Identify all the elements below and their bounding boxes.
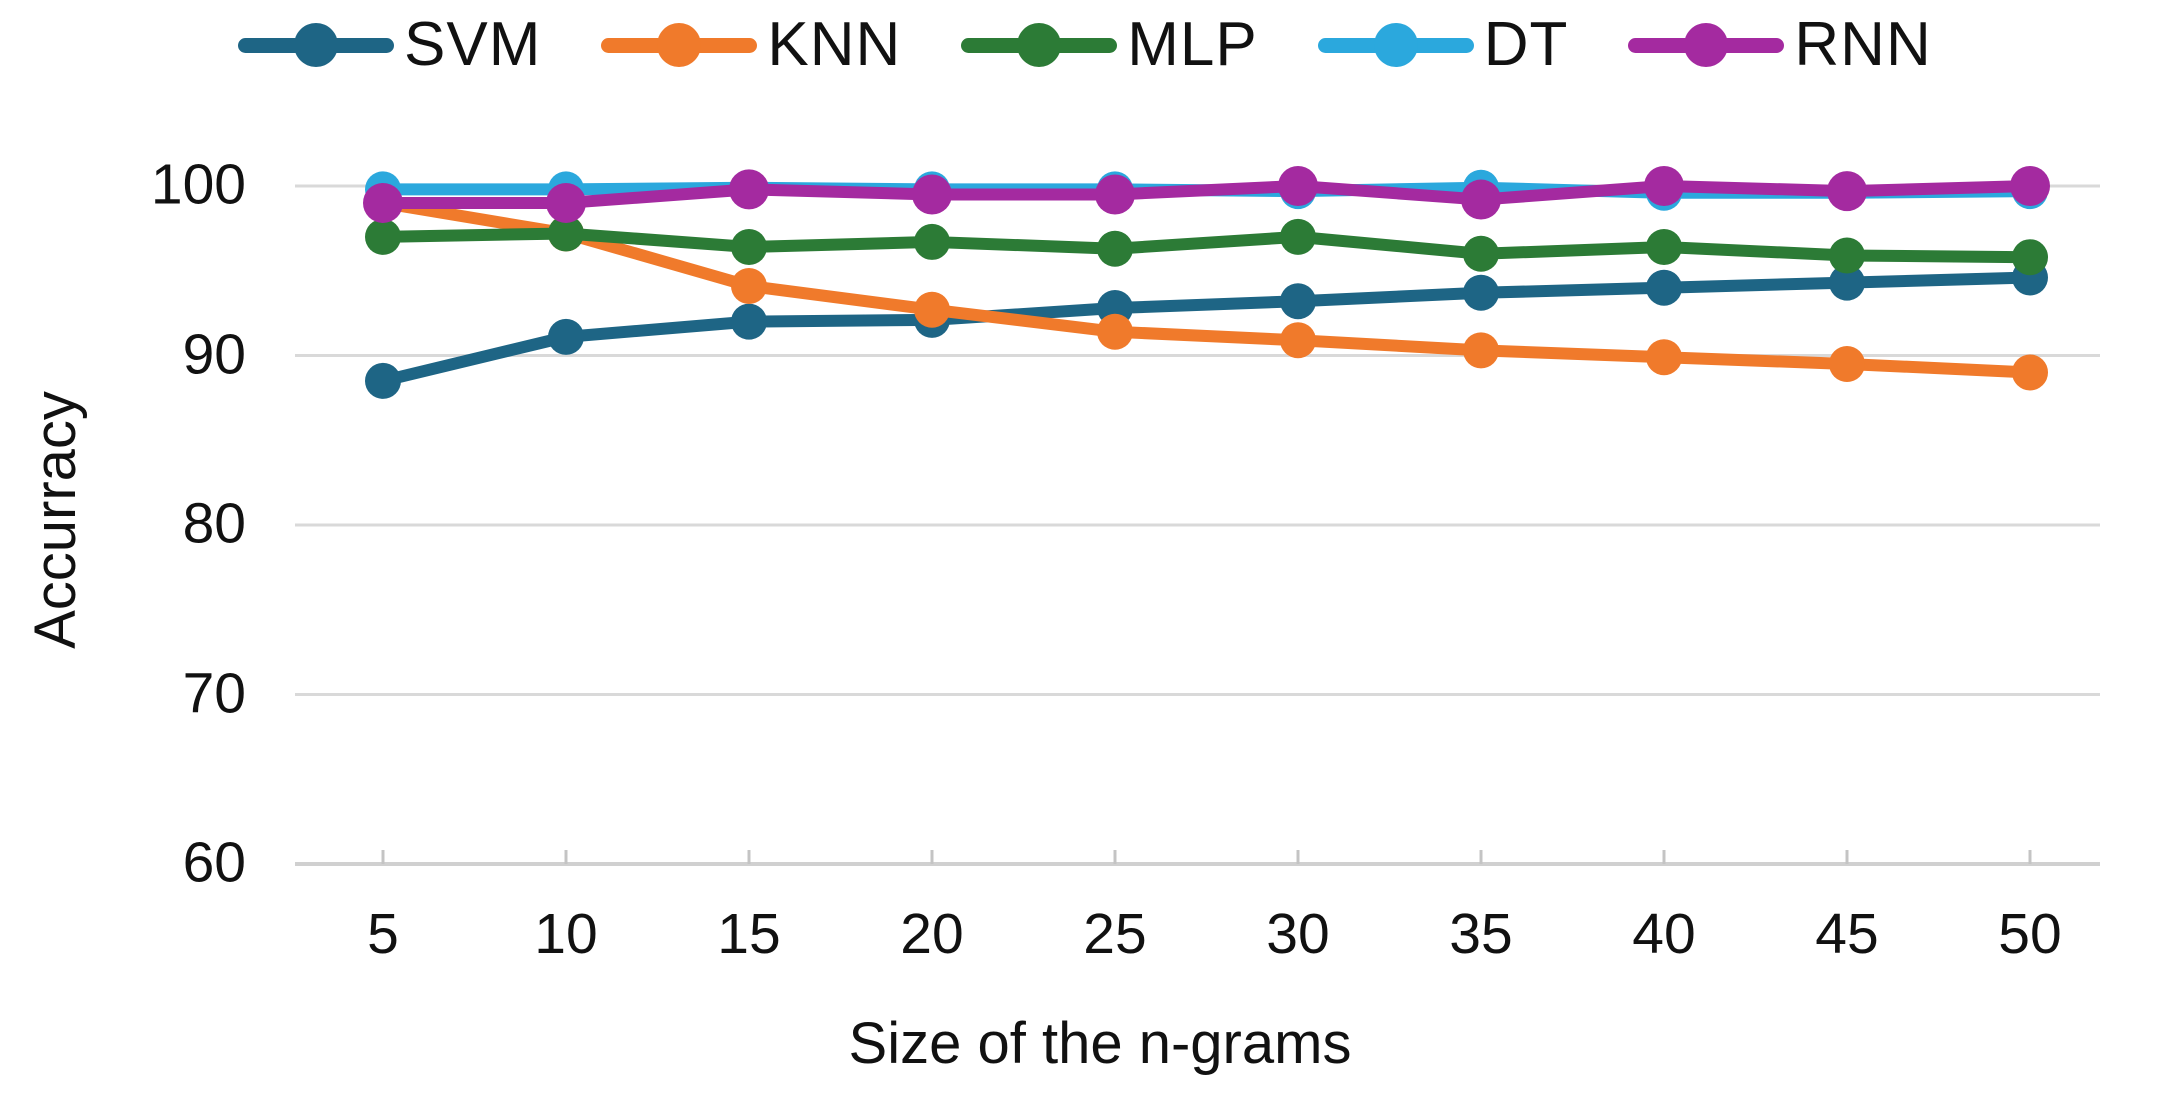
data-point-svm-5 [365,362,401,399]
data-point-mlp-35 [1463,235,1499,272]
y-axis-title: Accurracy [23,391,88,649]
data-point-rnn-35 [1461,179,1501,220]
y-tick-label-100: 100 [150,152,246,217]
y-tick-label-90: 90 [182,321,246,386]
x-tick-label-40: 40 [1632,902,1696,966]
data-point-mlp-40 [1646,229,1682,266]
data-point-mlp-45 [1829,237,1865,274]
series-line-svm [377,271,2036,387]
x-tick-label-50: 50 [1998,902,2062,966]
x-tick-label-30: 30 [1266,902,1330,966]
data-point-mlp-20 [914,223,950,260]
data-point-rnn-40 [1644,166,1684,206]
data-point-knn-45 [1829,345,1865,382]
x-tick-label-15: 15 [717,902,781,966]
data-point-mlp-25 [1097,230,1133,267]
legend-dot-icon [294,23,338,67]
legend-item-dt: DT [1317,10,1569,79]
legend-label: KNN [767,10,902,79]
data-point-svm-45 [1829,264,1865,301]
data-point-rnn-30 [1278,166,1318,206]
data-point-knn-50 [2012,354,2048,391]
legend-label: SVM [404,10,542,79]
legend-dot-icon [1373,23,1418,67]
series-line-mlp [377,227,2036,264]
data-point-svm-40 [1646,269,1682,306]
x-tick-label-25: 25 [1083,902,1147,966]
legend-marker-icon [601,23,758,67]
legend-dot-icon [657,23,702,67]
data-point-knn-40 [1646,339,1682,376]
legend-item-knn: KNN [601,14,901,76]
data-point-mlp-5 [365,218,401,255]
data-point-rnn-5 [363,182,403,223]
legend-label: DT [1483,10,1569,79]
legend-marker-icon [1628,23,1785,67]
legend-label: RNN [1794,10,1932,79]
data-point-knn-30 [1280,322,1316,359]
data-point-rnn-50 [2010,166,2050,206]
data-point-svm-15 [731,303,767,340]
x-tick-label-20: 20 [900,902,964,966]
x-tick-label-5: 5 [367,902,399,966]
data-point-knn-15 [731,268,767,305]
legend-marker-icon [1317,23,1474,67]
y-tick-label-70: 70 [182,660,246,725]
legend-item-rnn: RNN [1628,14,1931,76]
chart-legend: SVM KNN MLP DT RNN [238,14,1932,76]
data-point-svm-30 [1280,283,1316,320]
data-point-mlp-15 [731,229,767,266]
legend-item-mlp: MLP [961,14,1257,76]
data-point-svm-10 [548,318,584,355]
y-tick-label-80: 80 [182,491,246,556]
data-point-mlp-50 [2012,239,2048,276]
data-point-mlp-30 [1280,218,1316,255]
legend-label: MLP [1127,10,1258,79]
x-tick-label-45: 45 [1815,902,1879,966]
data-point-rnn-45 [1827,171,1867,212]
x-tick-label-35: 35 [1449,902,1513,966]
legend-dot-icon [1684,23,1729,67]
data-point-rnn-25 [1095,174,1135,215]
data-point-mlp-10 [548,215,584,252]
x-axis-title: Size of the n-grams [848,1011,1352,1076]
data-point-svm-35 [1463,274,1499,311]
data-point-rnn-10 [546,182,586,223]
series-line-rnn [377,180,2036,209]
data-point-knn-20 [914,291,950,328]
legend-dot-icon [1017,23,1062,67]
series-line-knn [377,196,2036,379]
y-tick-label-60: 60 [182,830,246,895]
legend-marker-icon [238,23,394,67]
data-point-knn-25 [1097,313,1133,350]
legend-marker-icon [961,23,1118,67]
x-tick-label-10: 10 [534,902,598,966]
data-point-rnn-20 [912,174,952,215]
data-point-knn-35 [1463,332,1499,369]
data-point-rnn-15 [729,169,769,210]
legend-item-svm: SVM [238,14,541,76]
